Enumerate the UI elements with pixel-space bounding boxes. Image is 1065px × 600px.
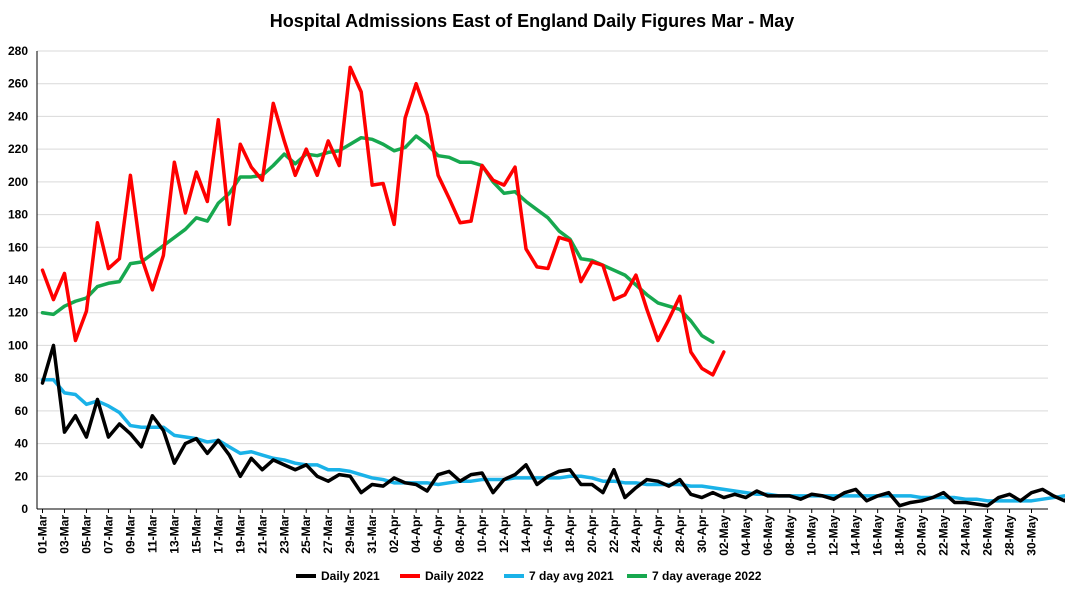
x-tick-label: 11-Mar xyxy=(145,515,159,553)
series-lines xyxy=(40,65,1065,508)
x-tick-label: 12-May xyxy=(827,515,841,556)
series-line-7-day-avg-2021 xyxy=(40,378,1065,503)
x-tick-label: 02-May xyxy=(717,515,731,556)
x-tick-label: 29-Mar xyxy=(343,515,357,554)
x-tick-label: 01-Mar xyxy=(35,515,49,554)
x-tick-label: 12-Apr xyxy=(497,515,511,553)
x-tick-label: 17-Mar xyxy=(211,515,225,554)
x-tick-label: 03-Mar xyxy=(57,515,71,554)
legend-label: 7 day avg 2021 xyxy=(529,569,614,583)
x-tick-label: 22-Apr xyxy=(607,515,621,553)
x-tick-label: 09-Mar xyxy=(123,515,137,554)
y-tick-label: 100 xyxy=(8,338,28,352)
y-tick-label: 40 xyxy=(15,437,29,451)
y-tick-label: 140 xyxy=(8,273,28,287)
series-line-daily-2021 xyxy=(40,343,1065,508)
x-tick-label: 18-May xyxy=(893,515,907,556)
x-tick-label: 28-May xyxy=(1003,515,1017,556)
series-line-7-day-average-2022 xyxy=(40,134,715,344)
x-tick-label: 30-May xyxy=(1025,515,1039,556)
x-tick-label: 14-Apr xyxy=(519,515,533,553)
y-tick-label: 240 xyxy=(8,109,28,123)
x-tick-label: 13-Mar xyxy=(167,515,181,554)
x-tick-label: 10-Apr xyxy=(475,515,489,553)
x-tick-label: 04-May xyxy=(739,515,753,556)
y-axis-ticks: 0 20 40 60 80 100 120 140 160 180 200 220 240 260 280 xyxy=(8,44,28,516)
legend-label: Daily 2022 xyxy=(425,569,484,583)
legend-label: Daily 2021 xyxy=(321,569,380,583)
x-tick-label: 14-May xyxy=(849,515,863,556)
x-tick-label: 31-Mar xyxy=(365,515,379,554)
y-tick-label: 280 xyxy=(8,44,28,58)
x-tick-label: 22-May xyxy=(937,515,951,556)
x-tick-label: 16-May xyxy=(871,515,885,556)
x-tick-label: 04-Apr xyxy=(409,515,423,553)
x-tick-label: 24-Apr xyxy=(629,515,643,553)
y-tick-label: 200 xyxy=(8,175,28,189)
y-tick-label: 120 xyxy=(8,306,28,320)
y-tick-label: 60 xyxy=(15,404,29,418)
x-tick-label: 08-May xyxy=(783,515,797,556)
x-tick-label: 05-Mar xyxy=(79,515,93,554)
x-tick-label: 26-May xyxy=(981,515,995,556)
chart-title: Hospital Admissions East of England Dail… xyxy=(270,11,794,31)
y-tick-label: 80 xyxy=(15,371,29,385)
y-tick-label: 0 xyxy=(21,502,28,516)
x-tick-label: 15-Mar xyxy=(189,515,203,554)
x-tick-label: 16-Apr xyxy=(541,515,555,553)
x-tick-label: 30-Apr xyxy=(695,515,709,553)
x-tick-label: 08-Apr xyxy=(453,515,467,553)
x-tick-label: 24-May xyxy=(959,515,973,556)
legend-label: 7 day average 2022 xyxy=(652,569,762,583)
legend: Daily 2021 Daily 2022 7 day avg 2021 7 day … xyxy=(296,569,762,583)
y-tick-label: 160 xyxy=(8,240,28,254)
y-tick-label: 180 xyxy=(8,208,28,222)
x-tick-label: 20-May xyxy=(915,515,929,556)
x-tick-label: 18-Apr xyxy=(563,515,577,553)
x-tick-label: 28-Apr xyxy=(673,515,687,553)
x-tick-label: 25-Mar xyxy=(299,515,313,554)
gridlines xyxy=(36,50,1048,510)
x-tick-label: 06-Apr xyxy=(431,515,445,553)
x-tick-label: 07-Mar xyxy=(101,515,115,554)
y-tick-label: 20 xyxy=(15,469,29,483)
series-line-daily-2022 xyxy=(40,65,726,377)
x-tick-label: 21-Mar xyxy=(255,515,269,554)
y-tick-label: 260 xyxy=(8,77,28,91)
y-tick-label: 220 xyxy=(8,142,28,156)
x-tick-label: 27-Mar xyxy=(321,515,335,554)
x-tick-label: 10-May xyxy=(805,515,819,556)
x-tick-label: 20-Apr xyxy=(585,515,599,553)
x-tick-label: 06-May xyxy=(761,515,775,556)
x-tick-label: 23-Mar xyxy=(277,515,291,554)
x-tick-label: 02-Apr xyxy=(387,515,401,553)
x-tick-label: 26-Apr xyxy=(651,515,665,553)
x-axis-ticks: 01-Mar 03-Mar 05-Mar 07-Mar 09-Mar 11-Mar 13-M… xyxy=(35,509,1039,556)
x-tick-label: 19-Mar xyxy=(233,515,247,554)
